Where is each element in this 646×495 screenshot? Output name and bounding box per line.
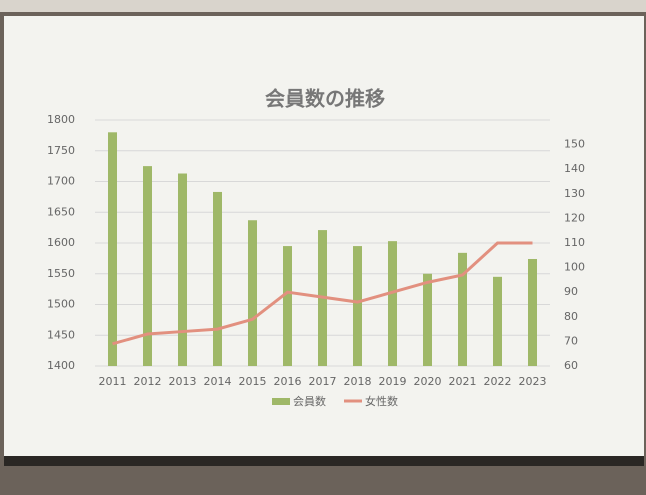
- page: {"chart_data": {"type": "bar", "title": …: [0, 0, 646, 495]
- screen-frame: [4, 456, 644, 466]
- x-tick-label: 2019: [379, 375, 407, 388]
- bar: [178, 174, 187, 366]
- y-tick-label: 1600: [47, 236, 75, 249]
- bar: [248, 220, 257, 366]
- y2-tick-label: 130: [564, 187, 585, 200]
- y-tick-label: 1750: [47, 144, 75, 157]
- y2-tick-label: 140: [564, 162, 585, 175]
- x-tick-label: 2017: [309, 375, 337, 388]
- x-tick-label: 2015: [239, 375, 267, 388]
- bar: [423, 274, 432, 366]
- y-tick-label: 1550: [47, 267, 75, 280]
- x-tick-label: 2016: [274, 375, 302, 388]
- y-tick-label: 1400: [47, 359, 75, 372]
- bar: [493, 277, 502, 366]
- bar: [528, 259, 537, 366]
- x-tick-label: 2014: [204, 375, 232, 388]
- x-tick-label: 2012: [134, 375, 162, 388]
- bar: [458, 253, 467, 366]
- bar: [388, 241, 397, 366]
- legend-label: 会員数: [293, 395, 326, 408]
- y-tick-label: 1650: [47, 205, 75, 218]
- y2-tick-label: 80: [564, 310, 578, 323]
- legend-label: 女性数: [365, 394, 398, 408]
- chart: 会員数の推移 1400 1450 1500 1550 1600 1650 1700 1750 1…: [0, 0, 646, 495]
- y-tick-label: 1700: [47, 175, 75, 188]
- bar: [108, 132, 117, 366]
- y-tick-label: 1500: [47, 298, 75, 311]
- y2-tick-label: 60: [564, 359, 578, 372]
- y2-tick-label: 70: [564, 334, 578, 347]
- x-tick-label: 2022: [484, 375, 512, 388]
- y2-tick-label: 150: [564, 138, 585, 151]
- legend-swatch: [272, 398, 290, 405]
- y2-tick-label: 90: [564, 285, 578, 298]
- x-tick-label: 2021: [449, 375, 477, 388]
- x-tick-label: 2018: [344, 375, 372, 388]
- y2-tick-label: 100: [564, 261, 585, 274]
- y2-tick-label: 120: [564, 211, 585, 224]
- x-tick-label: 2011: [99, 375, 127, 388]
- ceiling: [0, 0, 646, 12]
- y-tick-label: 1800: [47, 113, 75, 126]
- bar: [283, 246, 292, 366]
- bar: [353, 246, 362, 366]
- x-tick-label: 2023: [519, 375, 547, 388]
- bar: [213, 192, 222, 366]
- y2-tick-label: 110: [564, 236, 585, 249]
- chart-title: 会員数の推移: [265, 87, 385, 111]
- x-tick-label: 2013: [169, 375, 197, 388]
- x-tick-label: 2020: [414, 375, 442, 388]
- y-tick-label: 1450: [47, 328, 75, 341]
